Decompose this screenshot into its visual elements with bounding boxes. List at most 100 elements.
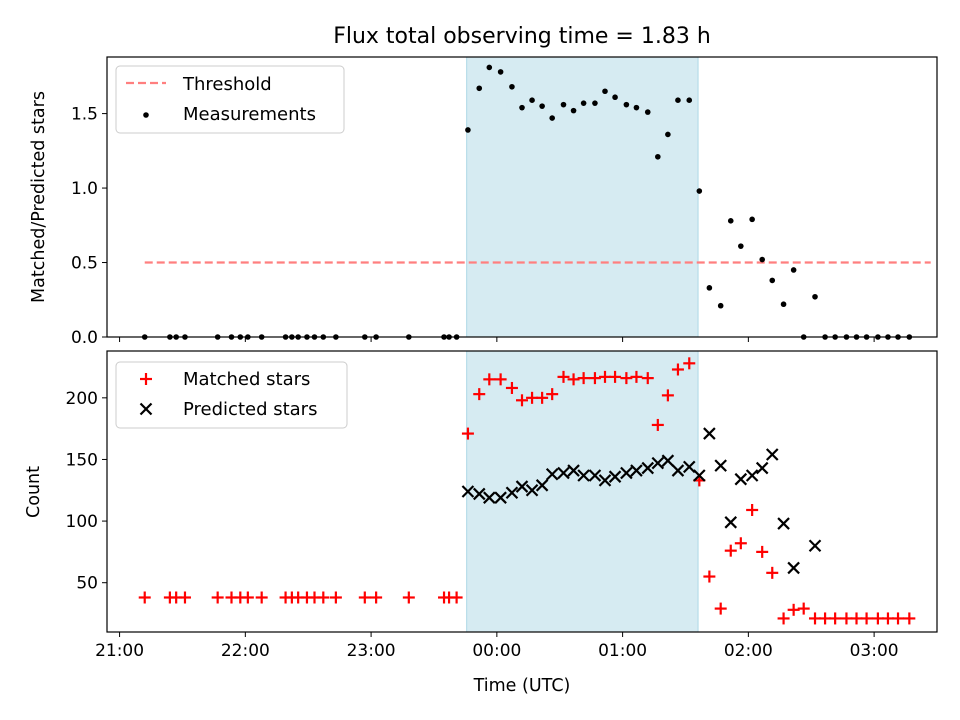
predicted-star-point bbox=[777, 517, 790, 530]
matched-star-point bbox=[892, 612, 905, 625]
predicted-star-point-b bbox=[745, 469, 759, 482]
predicted-star-point-b bbox=[620, 466, 633, 480]
matched-star-point bbox=[370, 591, 383, 604]
matched-star-point bbox=[766, 566, 779, 579]
matched-star-point bbox=[630, 370, 643, 383]
predicted-star-point bbox=[557, 466, 570, 480]
measurement-point bbox=[612, 94, 618, 101]
matched-star-point bbox=[255, 591, 268, 604]
measurement-point bbox=[633, 104, 640, 111]
legend-measurements-label: Measurements bbox=[183, 104, 316, 125]
matched-star-point bbox=[819, 612, 832, 625]
matched-star-point bbox=[483, 373, 496, 386]
bottom-panel: 21:00 22:00 23:00 00:00 01:00 02:00 03:00 50 100… bbox=[24, 350, 938, 661]
predicted-star-point-b bbox=[787, 561, 800, 575]
x-axis-label: Time (UTC) bbox=[473, 676, 571, 696]
legend-predicted-cross-b bbox=[139, 402, 153, 416]
predicted-star-point bbox=[724, 516, 738, 529]
predicted-star-point-b bbox=[483, 491, 496, 504]
y-tick-label-0: 50 bbox=[76, 574, 98, 594]
predicted-star-point bbox=[567, 464, 580, 477]
measurement-point bbox=[790, 267, 797, 273]
measurement-point bbox=[738, 243, 744, 249]
x-tick-label-3: 00:00 bbox=[472, 641, 521, 661]
predicted-star-point bbox=[472, 487, 486, 501]
measurement-point bbox=[749, 216, 755, 223]
x-tick-label-4: 01:00 bbox=[598, 641, 647, 661]
matched-star-point bbox=[734, 537, 747, 550]
predicted-star-point bbox=[714, 459, 727, 472]
predicted-star-point bbox=[703, 427, 716, 440]
measurement-point bbox=[665, 131, 671, 138]
measurement-point bbox=[580, 100, 587, 106]
predicted-star-point bbox=[661, 454, 675, 467]
predicted-star-point bbox=[765, 448, 779, 461]
predicted-star-point-b bbox=[525, 483, 539, 497]
top-panel-span bbox=[466, 56, 699, 338]
matched-star-point bbox=[661, 389, 674, 402]
matched-star-point bbox=[505, 381, 518, 394]
matched-star-point bbox=[671, 363, 684, 376]
measurement-point bbox=[509, 83, 515, 90]
matched-star-point bbox=[317, 591, 330, 604]
x-tick-label-6: 03:00 bbox=[850, 641, 899, 661]
bottom-panel-marks bbox=[138, 357, 916, 625]
matched-star-point bbox=[241, 591, 254, 604]
measurement-point bbox=[486, 64, 493, 71]
measurement-point bbox=[465, 127, 471, 133]
measurement-point bbox=[706, 285, 713, 291]
matched-star-point bbox=[609, 370, 622, 383]
predicted-star-point bbox=[598, 474, 612, 487]
measurement-point bbox=[497, 69, 504, 75]
measurement-point bbox=[759, 256, 765, 263]
predicted-star-point-b bbox=[777, 517, 790, 530]
predicted-star-point bbox=[608, 470, 622, 483]
matched-star-point bbox=[577, 372, 590, 385]
predicted-star-point bbox=[693, 469, 706, 482]
predicted-star-point bbox=[641, 461, 655, 475]
matched-star-point bbox=[450, 591, 463, 604]
predicted-star-point-b bbox=[535, 479, 549, 492]
matched-star-point bbox=[714, 602, 727, 615]
x-tick-label-5: 02:00 bbox=[724, 641, 773, 661]
measurement-point bbox=[812, 293, 818, 300]
predicted-star-point bbox=[745, 469, 759, 482]
measurement-point bbox=[623, 101, 630, 108]
legend-predicted-cross bbox=[139, 402, 153, 416]
predicted-star-point bbox=[577, 469, 590, 482]
matched-star-point bbox=[620, 372, 633, 385]
predicted-star-point-b bbox=[630, 464, 643, 477]
x-tick-label-1: 22:00 bbox=[221, 641, 270, 661]
matched-star-point bbox=[546, 388, 559, 401]
measurement-point bbox=[655, 153, 661, 160]
measurement-point bbox=[602, 88, 608, 95]
matched-star-point bbox=[557, 370, 570, 383]
matched-star-point bbox=[724, 544, 737, 557]
top-panel-ticks: 0.0 0.5 1.0 1.5 bbox=[71, 105, 875, 348]
matched-star-point bbox=[526, 391, 539, 404]
top-panel-marks bbox=[141, 64, 931, 340]
measurement-point bbox=[769, 277, 776, 284]
predicted-star-point-b bbox=[724, 516, 738, 529]
predicted-star-point bbox=[515, 480, 529, 493]
bottom-panel-frame bbox=[106, 350, 938, 633]
legend-predicted-swatch bbox=[139, 402, 153, 416]
measurement-point bbox=[644, 109, 651, 115]
predicted-star-point-b bbox=[755, 461, 769, 475]
bottom-panel-ticks: 21:00 22:00 23:00 00:00 01:00 02:00 03:00 50 100… bbox=[66, 389, 899, 661]
bottom-legend-box bbox=[115, 361, 348, 429]
matched-star-point bbox=[871, 612, 884, 625]
matched-star-point bbox=[138, 591, 151, 604]
measurement-point bbox=[476, 85, 483, 92]
legend-measurements-swatch bbox=[143, 112, 149, 118]
matched-star-point bbox=[746, 503, 759, 516]
matched-star-point bbox=[703, 570, 716, 583]
bottom-legend: Matched stars Predicted stars bbox=[115, 361, 348, 429]
top-legend: Threshold Measurements bbox=[115, 65, 345, 134]
top-legend-box bbox=[115, 65, 345, 134]
matched-star-point bbox=[850, 612, 863, 625]
x-tick-label-2: 23:00 bbox=[347, 641, 396, 661]
predicted-star-point bbox=[755, 461, 769, 475]
predicted-star-point-b bbox=[472, 487, 486, 501]
matched-star-point bbox=[809, 612, 822, 625]
